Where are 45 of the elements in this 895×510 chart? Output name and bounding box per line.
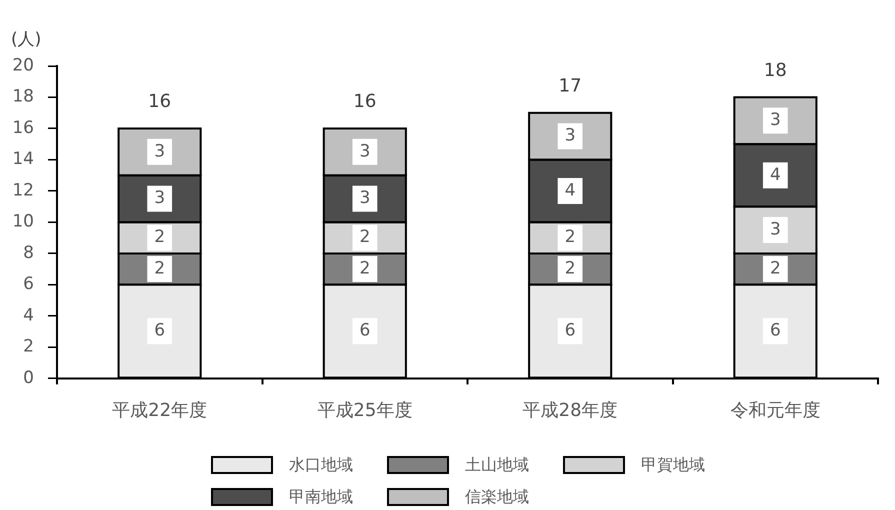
data-label: 4 [564,180,576,200]
x-tick-label: 平成25年度 [317,400,412,421]
legend-label: 信楽地域 [465,486,529,508]
data-label: 3 [359,188,370,208]
total-label: 16 [353,91,376,112]
data-label: 3 [154,141,166,162]
data-label: 6 [770,320,781,341]
data-label: 2 [154,258,166,278]
legend-label: 水口地域 [289,454,353,476]
total-label: 18 [764,60,787,81]
data-label: 2 [154,227,166,248]
data-label: 6 [564,320,576,341]
y-tick-label: 12 [12,180,34,200]
y-tick-label: 6 [23,274,34,294]
y-tick-label: 14 [12,149,34,170]
y-tick-label: 0 [23,368,34,388]
x-tick-label: 平成28年度 [522,400,618,421]
data-label: 6 [154,320,166,341]
data-label: 3 [564,126,576,146]
data-label: 2 [564,227,576,248]
data-label: 6 [359,320,370,341]
y-tick-label: 10 [12,212,34,232]
data-label: 3 [770,110,781,130]
y-tick-label: 2 [23,336,34,357]
data-label: 2 [770,258,781,278]
legend-label: 甲賀地域 [641,454,705,476]
data-label: 2 [359,227,370,248]
data-label: 3 [770,219,781,240]
x-tick-label: 令和元年度 [730,400,820,421]
data-label: 2 [359,258,370,278]
data-label: 4 [770,164,781,185]
total-label: 17 [558,76,582,97]
data-label: 2 [564,258,576,278]
legend-label: 甲南地域 [289,486,353,508]
data-label: 3 [154,188,166,208]
y-axis-title: (人) [11,29,42,50]
x-tick-label: 平成22年度 [112,400,208,421]
total-label: 16 [148,91,172,112]
legend-label: 土山地域 [465,454,529,476]
y-tick-label: 4 [23,305,34,326]
data-label: 3 [359,141,370,162]
y-tick-label: 20 [12,55,34,76]
y-tick-label: 16 [12,118,34,138]
y-tick-label: 8 [23,242,34,263]
y-tick-label: 18 [12,86,34,107]
